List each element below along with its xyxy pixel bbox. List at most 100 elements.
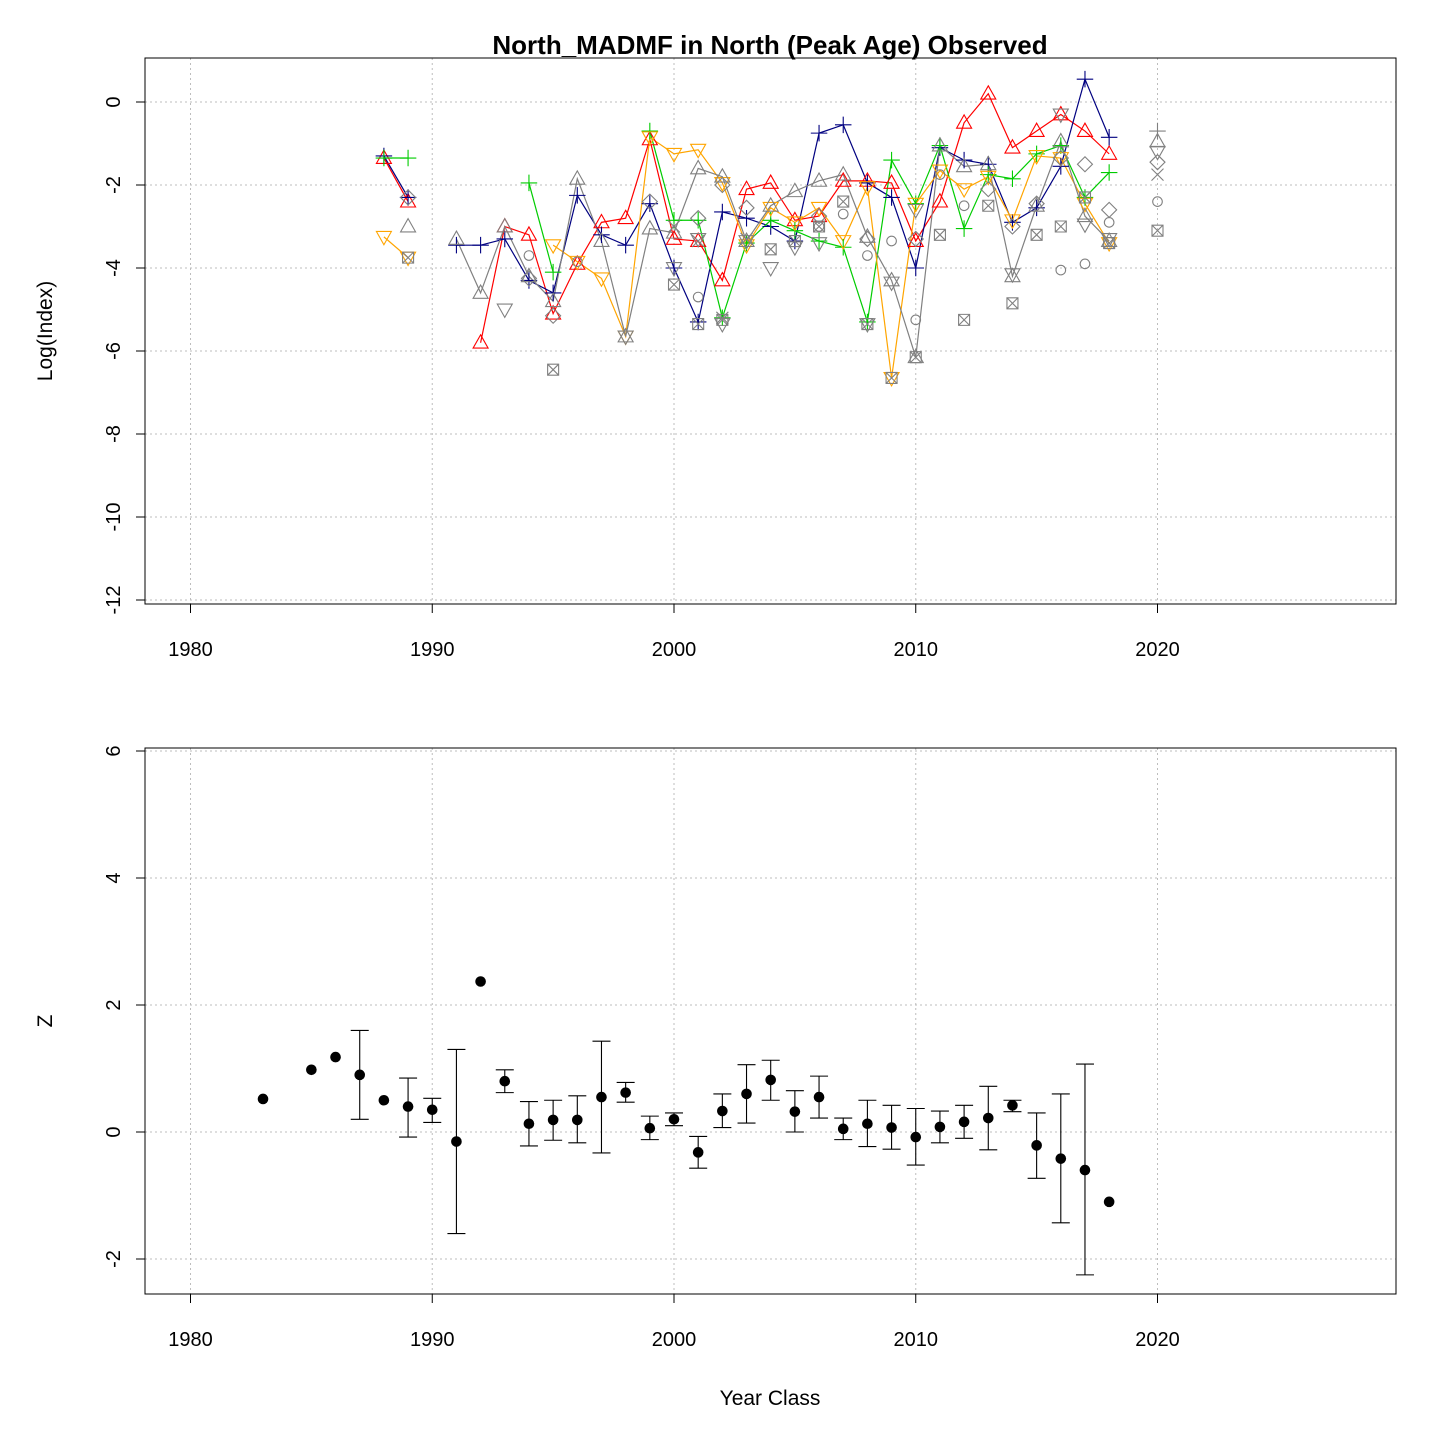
plot-frame-top [144, 57, 1397, 605]
z-point [596, 1091, 607, 1103]
marker-diamond [810, 207, 828, 225]
x-tick-label-top: 2000 [652, 639, 697, 661]
z-point [306, 1064, 317, 1076]
marker-plus [1100, 164, 1118, 181]
x-axis-top: 1980 1990 2000 2010 2020 [168, 604, 1180, 661]
marker-diamond [1028, 195, 1045, 212]
marker-triangle-up [931, 136, 949, 152]
y-tick-label-top: -8 [103, 425, 125, 443]
marker-triangle-up [617, 327, 635, 343]
marker-triangle-up [810, 171, 828, 187]
marker-triangle-up [641, 219, 659, 235]
marker-diamond [714, 176, 731, 194]
z-point [1031, 1140, 1042, 1151]
marker-box-x [764, 243, 777, 256]
marker-plus [544, 263, 562, 281]
z-point [451, 1136, 462, 1147]
series-line-5 [455, 139, 1110, 358]
marker-triangle-up [713, 167, 731, 183]
marker-plus [859, 174, 876, 192]
marker-triangle-up [1028, 122, 1046, 137]
series-line-3 [528, 182, 554, 273]
marker-triangle-down [907, 203, 925, 219]
z-point [257, 1093, 269, 1105]
marker-triangle-down [665, 147, 683, 163]
marker-triangle-up [617, 209, 635, 225]
y-axis-bottom: 6 4 2 0 -2 [103, 745, 145, 1268]
marker-circle [862, 250, 873, 261]
z-point [692, 1147, 704, 1158]
marker-triangle-down [665, 262, 683, 277]
marker-triangle-up [689, 159, 707, 175]
marker-plus [448, 236, 465, 254]
x-tick-label-top: 2010 [894, 639, 939, 661]
marker-triangle-up [1100, 144, 1118, 160]
x-tick-label-bottom: 2010 [894, 1329, 939, 1351]
marker-circle [1055, 264, 1067, 276]
marker-triangle-down [1076, 218, 1094, 234]
marker-diamond [738, 199, 755, 217]
y-tick-label-bottom: 0 [103, 1126, 125, 1137]
marker-triangle-up [399, 217, 417, 233]
marker-triangle-down [593, 272, 610, 288]
marker-plus [1052, 137, 1070, 154]
z-point [499, 1075, 511, 1087]
marker-triangle-up [1052, 105, 1070, 121]
marker-cross [715, 311, 729, 325]
marker-plus [1100, 129, 1118, 146]
y-axis-top: 0 -2 -4 -6 -8 -10 -12 [103, 96, 145, 614]
series-line-1 [383, 157, 409, 202]
marker-plus [955, 220, 973, 237]
marker-circle [837, 208, 849, 220]
marker-triangle-up [883, 271, 901, 287]
marker-triangle-up [786, 182, 804, 198]
marker-triangle-down [883, 276, 901, 292]
marker-diamond [641, 193, 659, 210]
z-point [1055, 1153, 1067, 1164]
marker-triangle-up [447, 229, 465, 245]
marker-triangle-up [762, 173, 780, 189]
z-point [934, 1121, 946, 1133]
marker-triangle-down [375, 230, 393, 246]
marker-triangle-up [834, 165, 852, 181]
marker-diamond [399, 189, 417, 206]
marker-triangle-down [955, 183, 973, 199]
z-point [717, 1105, 728, 1117]
marker-triangle-up [399, 192, 417, 208]
series-line-3 [649, 130, 1110, 323]
z-point [958, 1116, 970, 1128]
marker-triangle-up [955, 113, 973, 129]
marker-circle [1152, 196, 1163, 207]
marker-cross [667, 220, 681, 233]
series-line-4 [552, 136, 1110, 379]
y-tick-label-top: 0 [103, 96, 125, 107]
marker-triangle-up [713, 271, 731, 287]
marker-plus [1149, 122, 1166, 140]
marker-triangle-down [786, 241, 804, 257]
marker-triangle-down [762, 262, 780, 277]
marker-triangle-down [689, 143, 707, 159]
marker-plus [399, 189, 417, 206]
marker-triangle-up [1076, 122, 1094, 137]
marker-plus [738, 209, 755, 227]
marker-box-x [547, 363, 560, 376]
x-tick-label-top: 2020 [1135, 639, 1180, 661]
marker-triangle-up [520, 225, 538, 241]
x-tick-label-top: 1990 [410, 639, 455, 661]
z-point [572, 1114, 583, 1126]
marker-diamond [1149, 153, 1166, 171]
marker-diamond [907, 230, 925, 248]
plot-frame-bottom [144, 747, 1397, 1295]
z-point [547, 1114, 559, 1126]
marker-triangle-down [810, 201, 828, 217]
marker-plus [955, 151, 973, 169]
marker-box-x [667, 278, 681, 291]
marker-box-x [813, 220, 826, 233]
z-point [789, 1106, 801, 1117]
series-lines [383, 77, 1110, 379]
z-point [523, 1118, 535, 1130]
marker-plus [907, 259, 924, 277]
z-point [426, 1104, 438, 1116]
y-tick-label-top: -4 [103, 259, 125, 277]
